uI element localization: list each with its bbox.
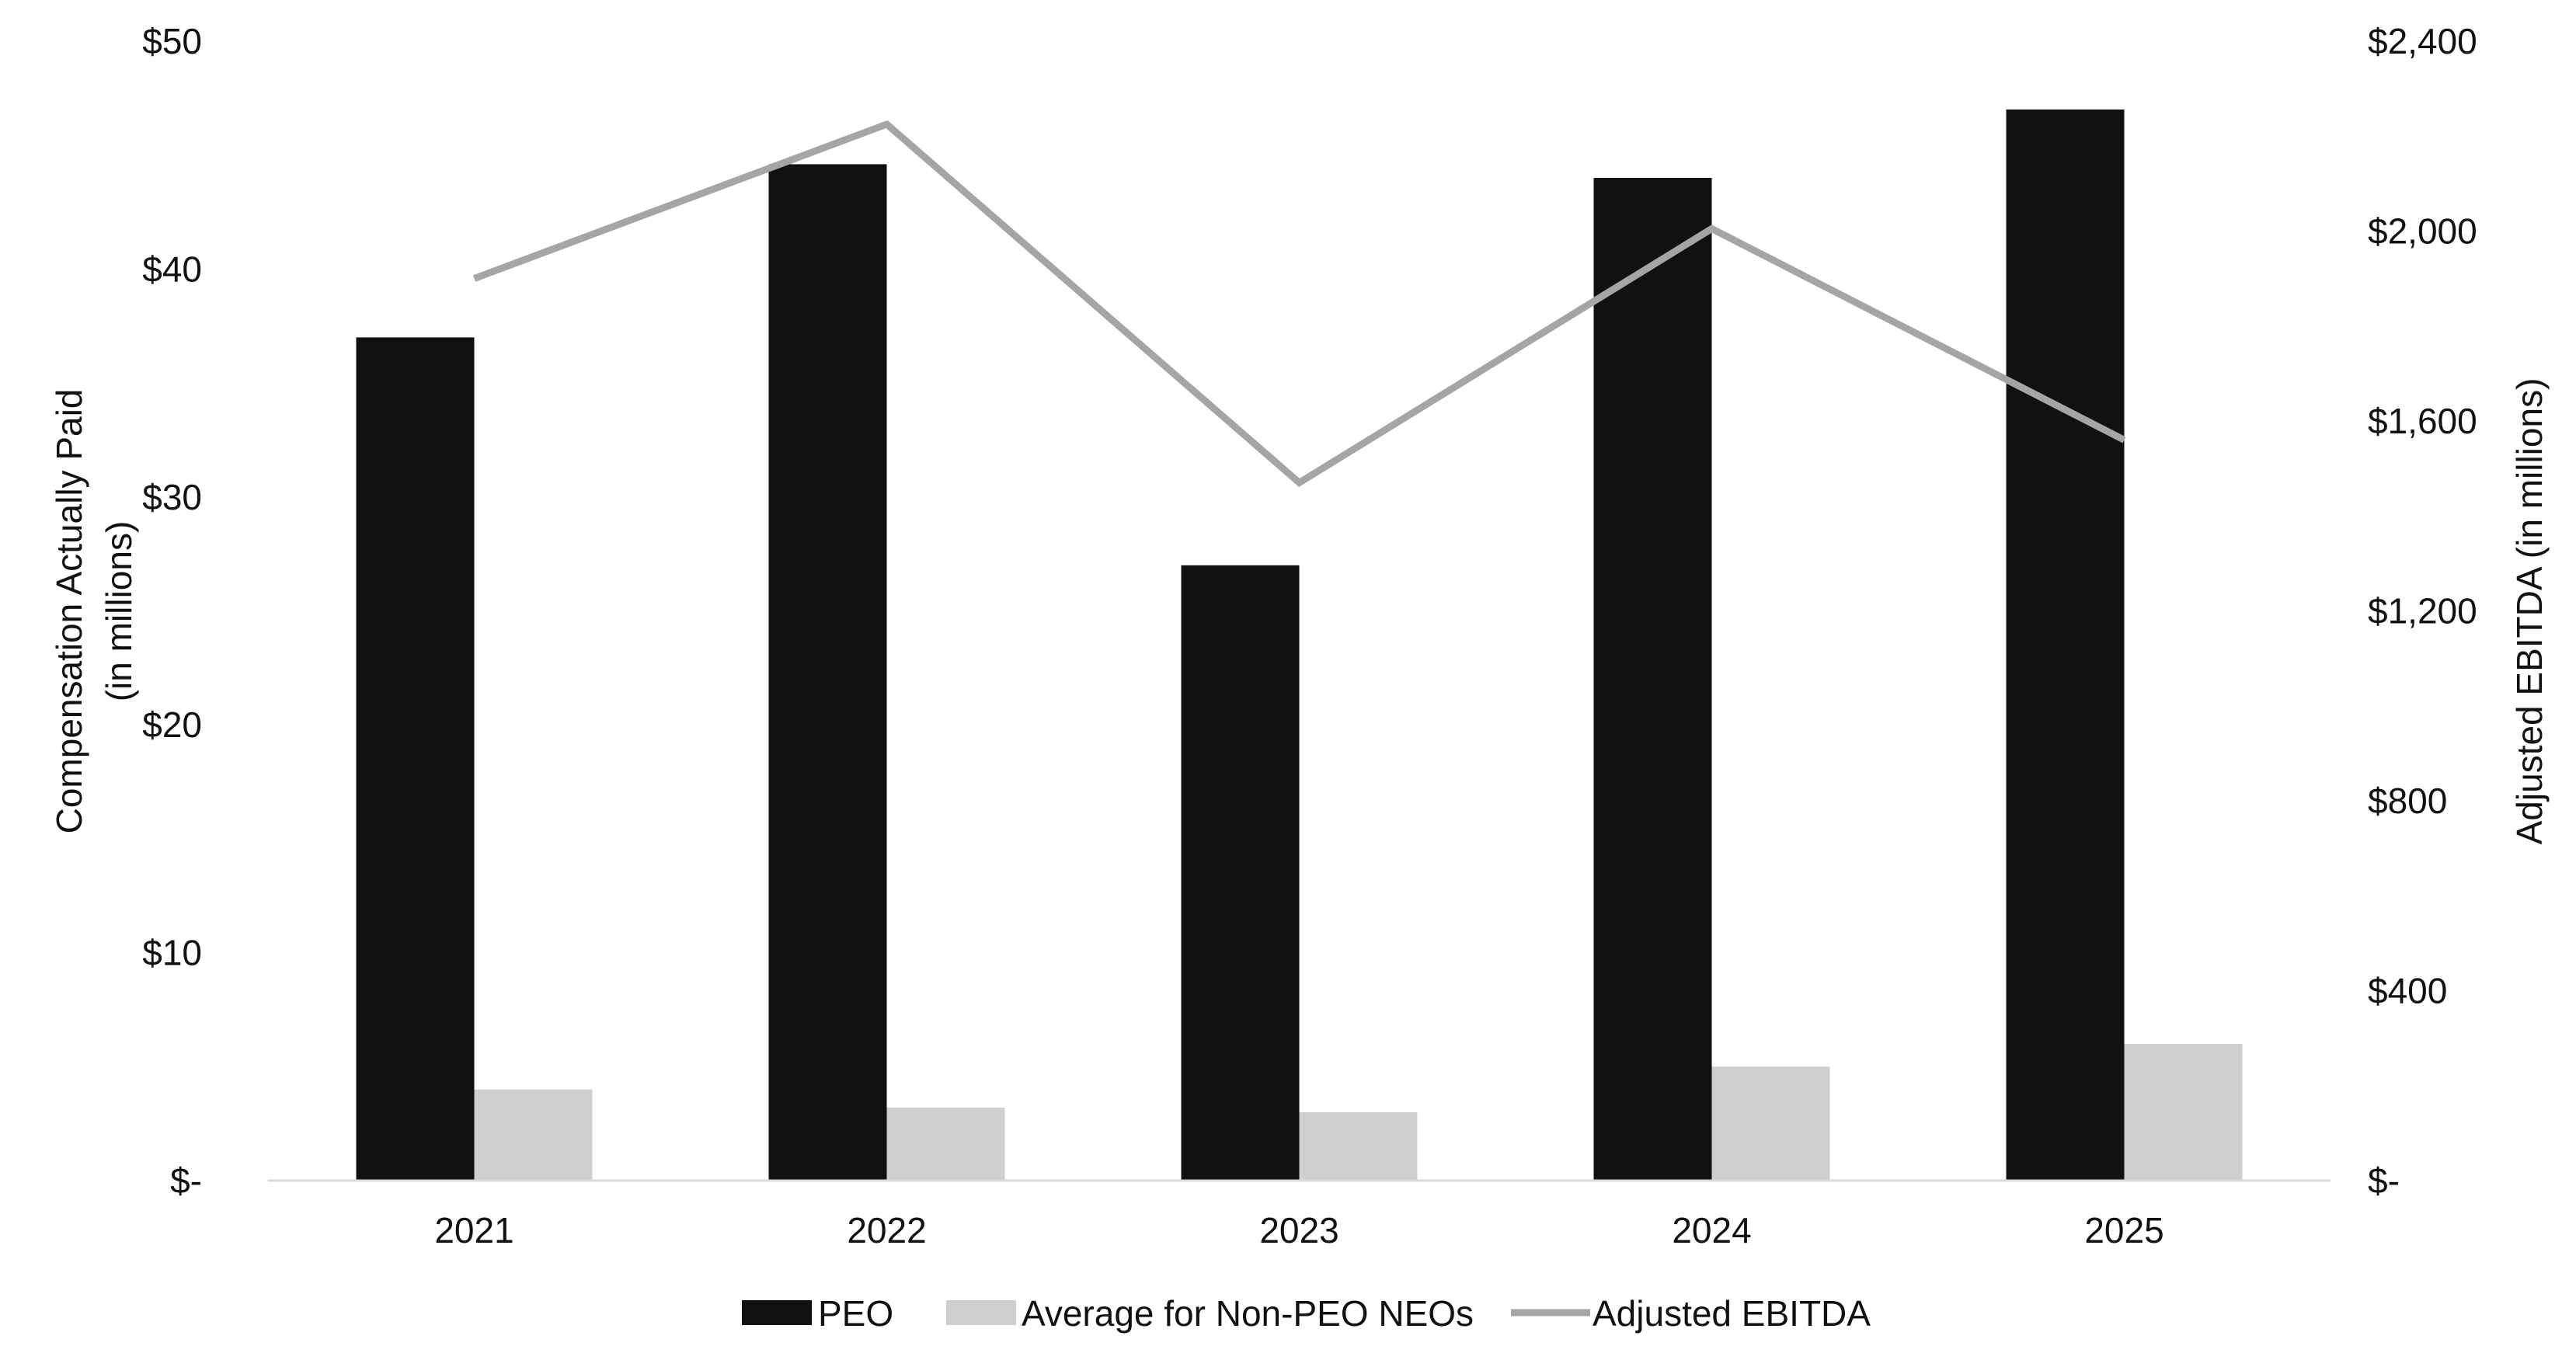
left-axis-tick-label: $50 xyxy=(142,21,202,61)
left-axis-title-line2: (in millions) xyxy=(99,521,139,702)
bar-average-for-non-peo-neos-2023 xyxy=(1299,1111,1418,1181)
bar-average-for-non-peo-neos-2021 xyxy=(474,1089,593,1181)
bar-peo-2022 xyxy=(768,164,887,1181)
legend-label-average-for-non-peo-neos: Average for Non-PEO NEOs xyxy=(1022,1293,1474,1334)
right-axis-tick-label: $- xyxy=(2368,1160,2400,1201)
legend-swatch-average-for-non-peo-neos xyxy=(946,1300,1016,1325)
right-axis-title: Adjusted EBITDA (in millions) xyxy=(2509,378,2550,845)
left-axis-tick-label: $10 xyxy=(142,933,202,973)
x-tick-label-2021: 2021 xyxy=(434,1210,513,1250)
legend-label-adjusted-ebitda: Adjusted EBITDA xyxy=(1593,1293,1871,1334)
right-axis-tick-label: $2,400 xyxy=(2368,21,2477,61)
left-axis-title: Compensation Actually Paid (in millions) xyxy=(49,389,139,834)
right-axis-tick-label: $1,600 xyxy=(2368,401,2477,441)
line-adjusted-ebitda xyxy=(472,120,2126,488)
legend-label-peo: PEO xyxy=(818,1293,893,1334)
bar-average-for-non-peo-neos-2022 xyxy=(886,1108,1005,1181)
bar-average-for-non-peo-neos-2024 xyxy=(1711,1066,1830,1181)
right-axis-tick-label: $1,200 xyxy=(2368,591,2477,631)
right-axis-tick-label: $400 xyxy=(2368,971,2447,1011)
bar-average-for-non-peo-neos-2025 xyxy=(2124,1043,2243,1181)
right-axis-tick-label: $2,000 xyxy=(2368,211,2477,252)
bar-peo-2025 xyxy=(2006,110,2125,1181)
bar-peo-2024 xyxy=(1593,178,1712,1181)
x-tick-label-2023: 2023 xyxy=(1259,1210,1338,1250)
bar-peo-2021 xyxy=(356,337,475,1181)
right-axis-tick-label: $800 xyxy=(2368,781,2447,821)
left-axis-title-line1: Compensation Actually Paid xyxy=(49,389,89,834)
legend-swatch-peo xyxy=(742,1300,812,1325)
bar-peo-2023 xyxy=(1181,565,1300,1181)
left-axis-tick-label: $- xyxy=(170,1160,202,1201)
x-tick-label-2024: 2024 xyxy=(1672,1210,1751,1250)
left-axis-tick-label: $20 xyxy=(142,704,202,745)
x-tick-label-2025: 2025 xyxy=(2084,1210,2163,1250)
left-axis-tick-label: $30 xyxy=(142,477,202,517)
left-axis-tick-label: $40 xyxy=(142,249,202,289)
x-tick-label-2022: 2022 xyxy=(847,1210,926,1250)
